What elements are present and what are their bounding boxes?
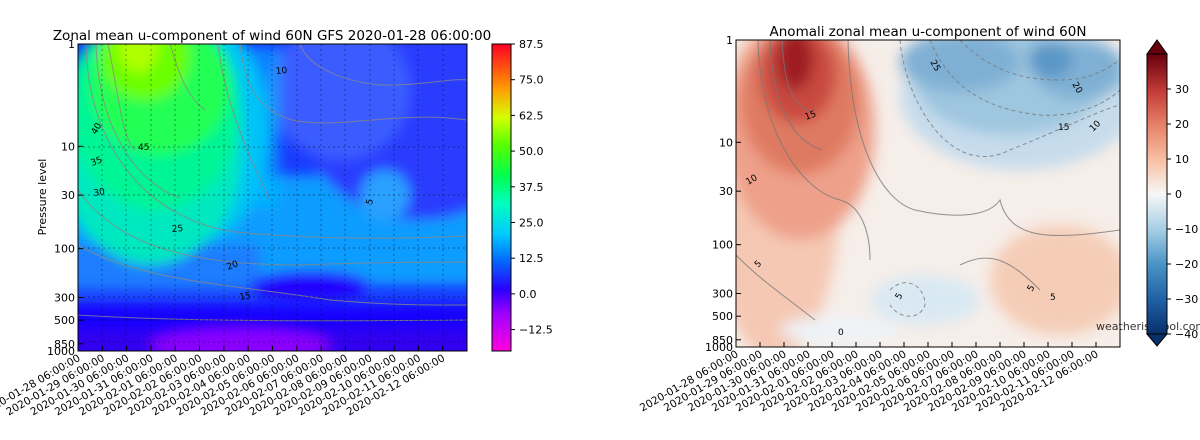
colorbar-left: 87.5 75.0 62.5 50.0 37.5 25.0 12.5 0.0 −12.5 [491, 38, 553, 352]
colorbar-tick-label: 20 [1175, 118, 1189, 131]
contour-label: 15 [239, 291, 252, 303]
colorbar-tick-label: 0.0 [519, 288, 537, 301]
y-tick-label: 1 [68, 38, 75, 51]
y-tick-label: 30 [719, 185, 733, 198]
contour-label: 15 [804, 110, 818, 123]
contour-lines-left [78, 44, 467, 322]
colorbar-tick-label: 0 [1175, 188, 1182, 201]
chart-panel-left: Zonal mean u-component of wind 60N GFS 2… [0, 28, 553, 418]
y-tick-label: 300 [54, 291, 75, 304]
contour-label: 10 [275, 66, 288, 77]
y-tick-label: 100 [54, 243, 75, 256]
contour-label: 5 [753, 259, 764, 270]
colorbar-tick-label: −20 [1175, 258, 1198, 271]
chart-title-right: Anomali zonal mean u-component of wind 6… [770, 24, 1087, 40]
y-tick-label: 500 [54, 314, 75, 327]
y-tick-label: 1000 [47, 345, 75, 358]
colorbar-tick-label: −30 [1175, 293, 1198, 306]
heatmap-field-right [736, 40, 1120, 347]
colorbar-tick-label: 37.5 [519, 181, 544, 194]
y-tick-label: 850 [712, 334, 733, 347]
y-tick-label: 1 [726, 34, 733, 47]
contour-label: 15 [1058, 123, 1069, 133]
colorbar-tick-label: 10 [1175, 153, 1189, 166]
contour-label: 5 [894, 292, 906, 302]
y-tick-label: 10 [61, 140, 75, 153]
y-tick-label: 850 [54, 338, 75, 351]
contour-label: 5 [1050, 293, 1056, 303]
chart-panel-right: Anomali zonal mean u-component of wind 6… [638, 24, 1200, 414]
contour-label: 35 [90, 156, 104, 169]
colorbar-tick-label: 12.5 [519, 252, 544, 265]
y-tick-label: 10 [719, 136, 733, 149]
contour-label: 30 [93, 187, 106, 199]
contour-label: 5 [1026, 284, 1038, 294]
contour-label: 25 [171, 224, 183, 235]
contour-label: 5 [365, 198, 376, 205]
colorbar-tick-label: 25.0 [519, 216, 544, 229]
chart-title-left: Zonal mean u-component of wind 60N GFS 2… [53, 28, 491, 44]
contour-label: 20 [226, 259, 240, 272]
contour-lines-right [736, 40, 1120, 321]
y-tick-label: 100 [712, 239, 733, 252]
colorbar-tick-label: −12.5 [519, 324, 553, 337]
colorbar-tick-label: 30 [1175, 83, 1189, 96]
y-tick-label: 300 [712, 287, 733, 300]
y-tick-label: 500 [712, 310, 733, 323]
colorbar-tick-label: 50.0 [519, 145, 544, 158]
y-tick-label: 1000 [705, 341, 733, 354]
y-axis-label-left: Pressure level [36, 159, 49, 236]
colorbar-right: 30 20 10 0 −10 −20 −30 −40 [1145, 39, 1198, 347]
contour-label: 0 [838, 328, 844, 338]
colorbar-tick-label: 62.5 [519, 109, 544, 122]
contour-label: 45 [138, 143, 149, 153]
colorbar-tick-label: 87.5 [519, 38, 544, 51]
colorbar-tick-label: 75.0 [519, 74, 544, 87]
colorbar-tick-label: −40 [1175, 328, 1198, 341]
contour-label: 25 [927, 59, 941, 74]
y-tick-label: 30 [61, 189, 75, 202]
grid-left [78, 44, 467, 351]
colorbar-tick-label: −10 [1175, 223, 1198, 236]
